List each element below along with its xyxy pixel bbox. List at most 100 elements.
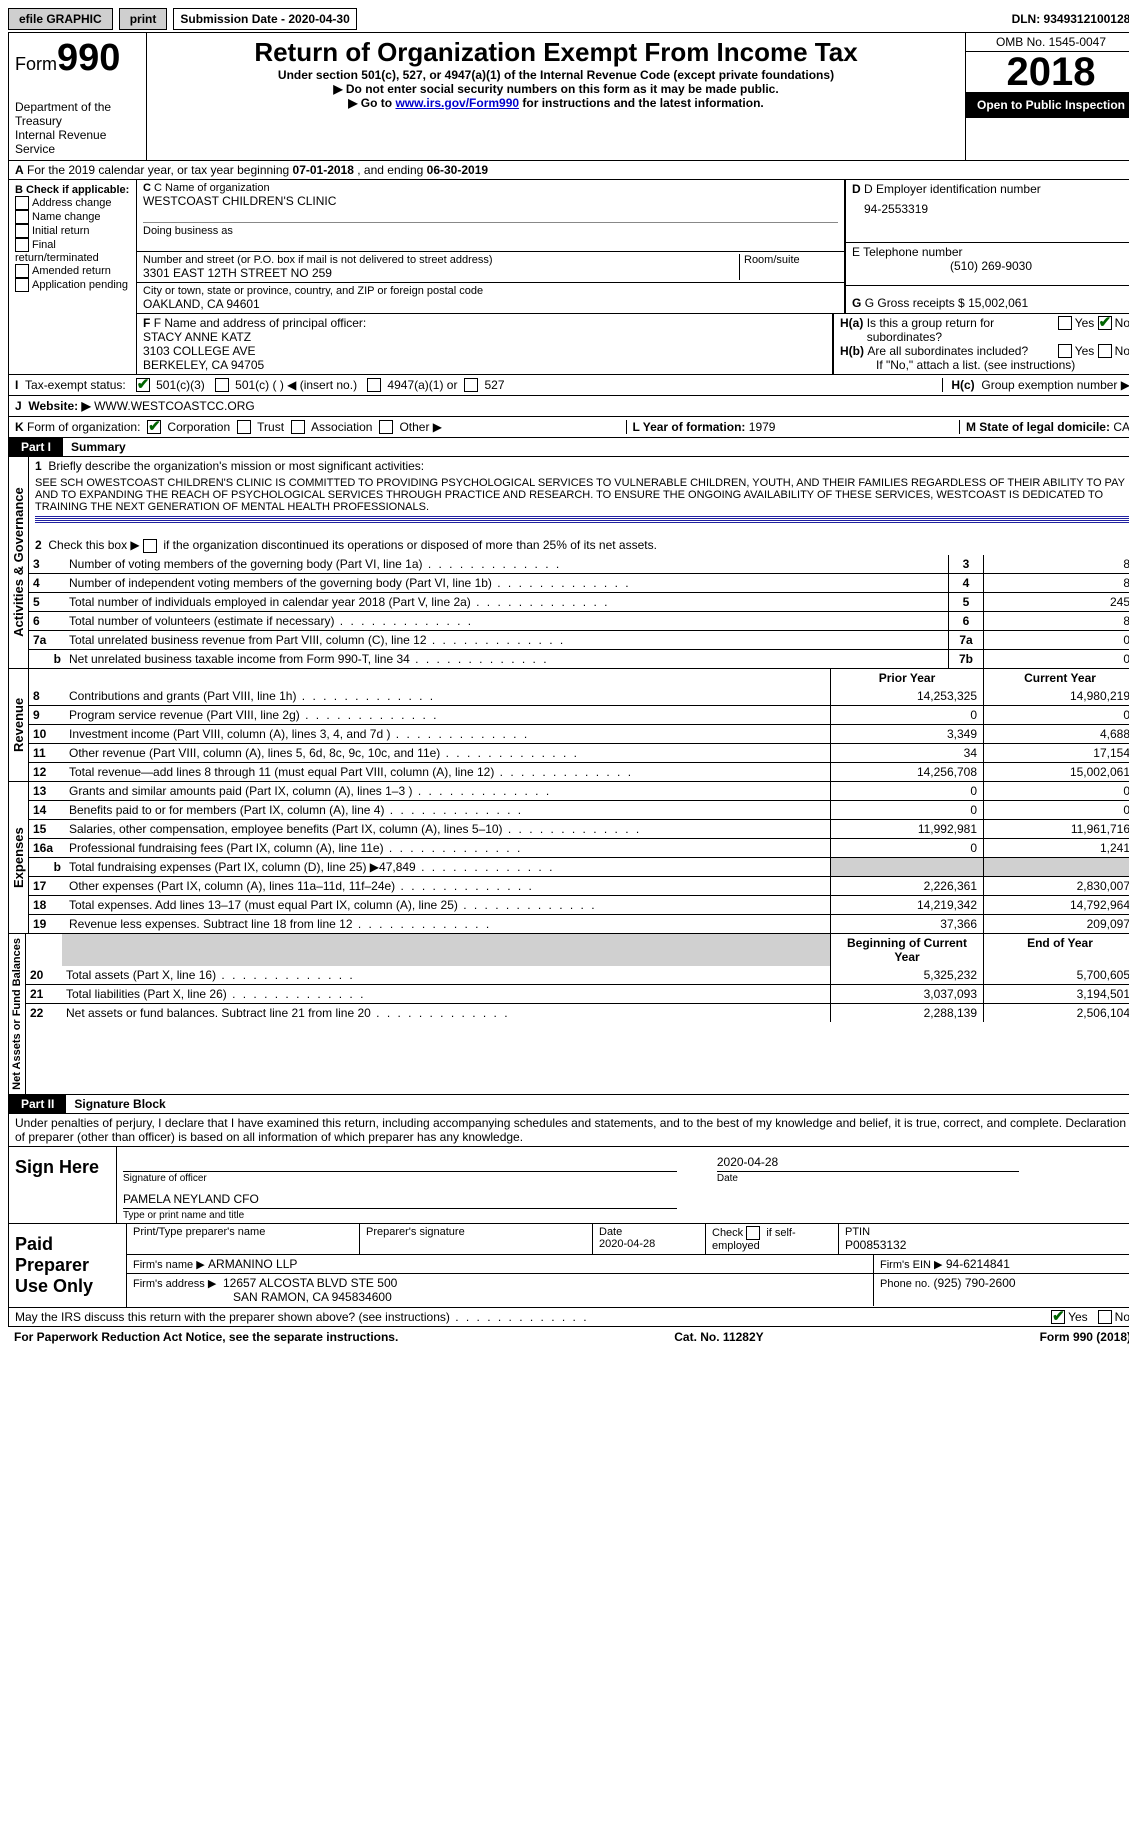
ha-no-checkbox[interactable] xyxy=(1098,316,1112,330)
dept-treasury: Department of the Treasury xyxy=(15,100,140,128)
box-b-title: B Check if applicable: xyxy=(15,184,129,196)
governance-section: Activities & Governance 1 Briefly descri… xyxy=(8,457,1129,669)
box-b: B Check if applicable: Address change Na… xyxy=(9,180,137,374)
firm-addr1: 12657 ALCOSTA BLVD STE 500 xyxy=(223,1276,397,1290)
year-formation-label: L Year of formation: xyxy=(633,420,746,434)
527-checkbox[interactable] xyxy=(464,378,478,392)
row-beg: 2,288,139 xyxy=(830,1004,983,1022)
form-number: Form990 xyxy=(15,37,140,80)
revenue-row: 11 Other revenue (Part VIII, column (A),… xyxy=(29,743,1129,762)
firm-addr-label: Firm's address ▶ xyxy=(133,1278,216,1290)
row-num: 10 xyxy=(29,725,65,743)
mission-text: SEE SCH OWESTCOAST CHILDREN'S CLINIC IS … xyxy=(29,475,1129,515)
row-prior: 0 xyxy=(830,839,983,857)
name-change-label: Name change xyxy=(32,211,101,223)
hc-text: Group exemption number ▶ xyxy=(981,378,1129,392)
row-a-end: 06-30-2019 xyxy=(427,163,488,177)
part1-title: Summary xyxy=(63,438,1129,456)
row-prior: 14,253,325 xyxy=(830,687,983,705)
self-employed-checkbox[interactable] xyxy=(746,1226,760,1240)
row-desc: Total assets (Part X, line 16) xyxy=(62,966,830,984)
row-num: 20 xyxy=(26,966,62,984)
discontinued-checkbox[interactable] xyxy=(143,539,157,553)
row-desc: Professional fundraising fees (Part IX, … xyxy=(65,839,830,857)
amended-return-checkbox[interactable] xyxy=(15,264,29,278)
irs-link[interactable]: www.irs.gov/Form990 xyxy=(395,96,519,110)
row-desc: Other expenses (Part IX, column (A), lin… xyxy=(65,877,830,895)
other-label: Other ▶ xyxy=(399,420,442,434)
addr-change-label: Address change xyxy=(32,197,112,209)
501c3-checkbox[interactable] xyxy=(136,378,150,392)
other-checkbox[interactable] xyxy=(379,420,393,434)
part1-label: Part I xyxy=(9,438,63,456)
g-l1-num: 1 xyxy=(35,459,42,473)
discuss-no-checkbox[interactable] xyxy=(1098,1310,1112,1324)
governance-row: 4 Number of independent voting members o… xyxy=(29,573,1129,592)
part1-header: Part I Summary xyxy=(8,438,1129,457)
discuss-yes-checkbox[interactable] xyxy=(1051,1310,1065,1324)
hb-no: No xyxy=(1115,344,1129,358)
row-desc: Total unrelated business revenue from Pa… xyxy=(65,631,948,649)
g-l1-text: Briefly describe the organization's miss… xyxy=(48,459,424,473)
row-desc: Net assets or fund balances. Subtract li… xyxy=(62,1004,830,1022)
g-l2-post: if the organization discontinued its ope… xyxy=(163,538,657,552)
hb-no-checkbox[interactable] xyxy=(1098,344,1112,358)
row-desc: Investment income (Part VIII, column (A)… xyxy=(65,725,830,743)
korg-row: K Form of organization: Corporation Trus… xyxy=(8,417,1129,438)
row-num: 15 xyxy=(29,820,65,838)
initial-return-label: Initial return xyxy=(32,225,89,237)
initial-return-checkbox[interactable] xyxy=(15,224,29,238)
netassets-row: 21 Total liabilities (Part X, line 26) 3… xyxy=(26,984,1129,1003)
row-desc: Grants and similar amounts paid (Part IX… xyxy=(65,782,830,800)
hb-yes-checkbox[interactable] xyxy=(1058,344,1072,358)
perjury-text: Under penalties of perjury, I declare th… xyxy=(8,1114,1129,1147)
addr-change-checkbox[interactable] xyxy=(15,196,29,210)
row-desc: Salaries, other compensation, employee b… xyxy=(65,820,830,838)
trust-checkbox[interactable] xyxy=(237,420,251,434)
part2-label: Part II xyxy=(9,1095,66,1113)
row-num: 16a xyxy=(29,839,65,857)
tax-i: I xyxy=(15,378,18,392)
dba-label: Doing business as xyxy=(143,222,838,237)
sign-block: Sign Here Signature of officer 2020-04-2… xyxy=(8,1147,1129,1224)
corp-checkbox[interactable] xyxy=(147,420,161,434)
netassets-row: 20 Total assets (Part X, line 16) 5,325,… xyxy=(26,966,1129,984)
form-number-big: 990 xyxy=(57,37,120,79)
room-label: Room/suite xyxy=(744,254,834,266)
501c-checkbox[interactable] xyxy=(215,378,229,392)
discuss-text: May the IRS discuss this return with the… xyxy=(15,1310,589,1324)
row-num: 9 xyxy=(29,706,65,724)
row-cell: 7b xyxy=(948,650,983,668)
note2-pre: Go to xyxy=(361,96,396,110)
ha-yes-checkbox[interactable] xyxy=(1058,316,1072,330)
row-prior: 0 xyxy=(830,782,983,800)
row-curr: 17,154 xyxy=(983,744,1129,762)
hb-text: Are all subordinates included? xyxy=(867,344,1057,358)
print-button[interactable]: print xyxy=(119,8,168,30)
row-curr: 0 xyxy=(983,782,1129,800)
name-change-checkbox[interactable] xyxy=(15,210,29,224)
row-desc: Total expenses. Add lines 13–17 (must eq… xyxy=(65,896,830,914)
row-val: 8 xyxy=(983,612,1129,630)
form-note1: Do not enter social security numbers on … xyxy=(157,82,955,96)
efile-label: efile GRAPHIC xyxy=(8,8,113,30)
box-de: D D Employer identification number 94-25… xyxy=(845,180,1129,313)
assoc-checkbox[interactable] xyxy=(291,420,305,434)
hb-note: If "No," attach a list. (see instruction… xyxy=(840,358,1129,372)
expense-row: 18 Total expenses. Add lines 13–17 (must… xyxy=(29,895,1129,914)
row-cell: 7a xyxy=(948,631,983,649)
final-return-checkbox[interactable] xyxy=(15,238,29,252)
corp-label: Corporation xyxy=(167,420,230,434)
app-pending-checkbox[interactable] xyxy=(15,278,29,292)
discuss-row: May the IRS discuss this return with the… xyxy=(8,1308,1129,1328)
open-inspection: Open to Public Inspection xyxy=(966,92,1129,118)
hb-yes: Yes xyxy=(1075,344,1095,358)
4947-checkbox[interactable] xyxy=(367,378,381,392)
row-val: 8 xyxy=(983,574,1129,592)
row-prior: 14,256,708 xyxy=(830,763,983,781)
row-end: 5,700,605 xyxy=(983,966,1129,984)
row-prior xyxy=(830,858,983,876)
city: OAKLAND, CA 94601 xyxy=(143,297,838,311)
part2-header: Part II Signature Block xyxy=(8,1095,1129,1114)
row-beg: 3,037,093 xyxy=(830,985,983,1003)
